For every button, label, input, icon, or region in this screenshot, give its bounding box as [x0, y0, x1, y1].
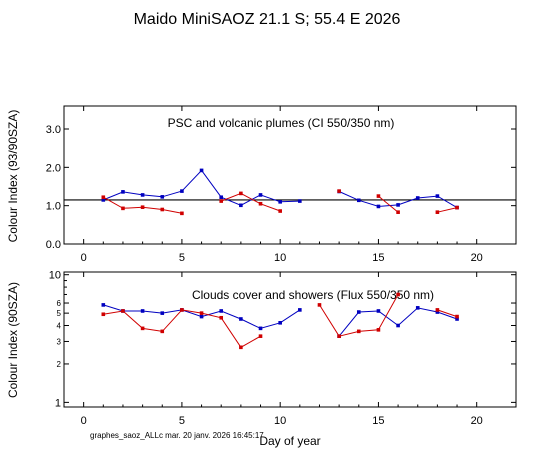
psc-y-axis-label: Colour Index (93/90SZA)	[6, 110, 20, 243]
psc-blue-data-point	[435, 194, 440, 198]
clouds-y-tick-label: 2	[57, 360, 62, 369]
clouds-blue-data-point	[219, 309, 224, 313]
clouds-y-axis-label: Colour Index (90SZA)	[6, 282, 20, 398]
clouds-y-tick-label: 4	[57, 322, 62, 331]
psc-blue-data-point	[101, 198, 106, 202]
clouds-blue-data-point	[140, 309, 145, 313]
chart-title: Maido MiniSAOZ 21.1 S; 55.4 E 2026	[134, 11, 401, 28]
clouds-blue-data-point	[258, 326, 263, 331]
clouds-blue-data-point	[415, 306, 420, 310]
clouds-plot-frame	[63, 271, 517, 408]
psc-red-series-line	[437, 207, 458, 213]
psc-red-data-point	[180, 211, 184, 216]
clouds-red-data-point	[160, 329, 165, 334]
psc-blue-data-point	[199, 168, 204, 173]
clouds-red-series-line	[437, 309, 458, 318]
clouds-x-tick-label: 5	[179, 415, 185, 427]
psc-blue-data-point	[160, 195, 165, 199]
clouds-x-tick-label: 0	[81, 415, 87, 427]
psc-blue-data-point	[121, 190, 125, 194]
psc-y-tick-label: 1.0	[46, 201, 61, 213]
psc-red-data-point	[219, 199, 224, 203]
psc-red-data-point	[239, 191, 243, 196]
clouds-x-tick-label: 20	[471, 415, 483, 427]
clouds-red-data-point	[356, 329, 361, 334]
clouds-x-axis-label: Day of year	[259, 434, 320, 448]
psc-x-tick-label: 20	[471, 252, 483, 264]
clouds-red-data-point	[435, 308, 440, 312]
clouds-blue-data-point	[396, 323, 400, 328]
clouds-red-data-point	[180, 308, 184, 312]
psc-blue-data-point	[356, 198, 361, 203]
clouds-y-tick-label: 1	[55, 397, 61, 409]
psc-blue-data-point	[278, 200, 282, 204]
psc-red-data-point	[140, 205, 145, 209]
psc-plot-frame	[63, 105, 517, 245]
psc-red-data-point	[278, 209, 282, 213]
psc-red-data-point	[396, 210, 400, 214]
psc-panel: PSC and volcanic plumes (CI 550/350 nm) …	[6, 105, 517, 264]
psc-red-data-point	[435, 210, 440, 214]
clouds-blue-data-point	[239, 317, 243, 321]
clouds-red-data-point	[396, 292, 400, 297]
psc-blue-data-point	[396, 203, 400, 207]
clouds-blue-data-point	[435, 310, 440, 314]
psc-red-data-point	[101, 195, 106, 200]
clouds-blue-data-point	[376, 309, 381, 313]
psc-red-data-point	[121, 206, 125, 211]
psc-blue-data-point	[239, 203, 243, 208]
clouds-panel: Clouds cover and showers (Flux 550/350 n…	[6, 270, 517, 448]
clouds-red-series-line	[103, 309, 261, 348]
psc-blue-data-point	[415, 196, 420, 200]
psc-y-tick-label: 3.0	[46, 124, 61, 136]
psc-blue-data-point	[298, 199, 302, 203]
clouds-blue-data-point	[298, 308, 302, 312]
clouds-x-tick-label: 10	[274, 415, 286, 427]
psc-blue-data-point	[258, 193, 263, 197]
clouds-blue-data-point	[101, 303, 106, 307]
clouds-y-tick-label: 5	[57, 309, 62, 318]
psc-annotation: PSC and volcanic plumes (CI 550/350 nm)	[168, 116, 395, 130]
psc-red-series-line	[221, 192, 281, 212]
psc-x-tick-label: 15	[372, 252, 384, 264]
clouds-y-tick-label: 6	[57, 299, 62, 308]
clouds-red-data-point	[258, 334, 263, 338]
clouds-red-data-point	[219, 315, 224, 320]
clouds-y-tick-label: 3	[57, 337, 62, 346]
clouds-annotation: Clouds cover and showers (Flux 550/350 n…	[192, 288, 434, 302]
footer-timestamp: graphes_saoz_ALLc mar. 20 janv. 2026 16:…	[90, 431, 264, 440]
clouds-red-data-point	[121, 309, 125, 313]
psc-red-data-point	[376, 194, 381, 198]
clouds-red-data-point	[337, 334, 341, 338]
clouds-blue-data-point	[455, 317, 459, 321]
psc-blue-data-point	[219, 195, 224, 200]
clouds-red-data-point	[101, 312, 106, 317]
clouds-red-data-point	[140, 326, 145, 331]
psc-y-tick-label: 0.0	[46, 239, 61, 251]
clouds-red-data-point	[239, 345, 243, 350]
psc-x-tick-label: 0	[81, 252, 87, 264]
psc-red-data-point	[258, 201, 263, 206]
clouds-blue-data-point	[278, 321, 282, 325]
clouds-blue-data-point	[356, 310, 361, 314]
clouds-red-data-point	[199, 311, 204, 315]
psc-red-data-point	[160, 207, 165, 212]
clouds-red-data-point	[376, 328, 381, 332]
clouds-blue-data-point	[199, 314, 204, 319]
psc-blue-data-point	[376, 204, 381, 209]
clouds-x-tick-label: 15	[372, 415, 384, 427]
psc-red-data-point	[337, 189, 341, 193]
psc-x-tick-label: 10	[274, 252, 286, 264]
psc-y-tick-label: 2.0	[46, 162, 61, 174]
psc-x-tick-label: 5	[179, 252, 185, 264]
clouds-blue-data-point	[160, 311, 165, 315]
clouds-y-tick-label: 10	[49, 270, 61, 282]
psc-red-series-line	[378, 195, 399, 213]
psc-blue-data-point	[140, 193, 145, 197]
psc-red-data-point	[455, 205, 459, 210]
clouds-red-data-point	[317, 303, 322, 307]
clouds-red-data-point	[455, 314, 459, 319]
psc-blue-data-point	[180, 189, 184, 193]
